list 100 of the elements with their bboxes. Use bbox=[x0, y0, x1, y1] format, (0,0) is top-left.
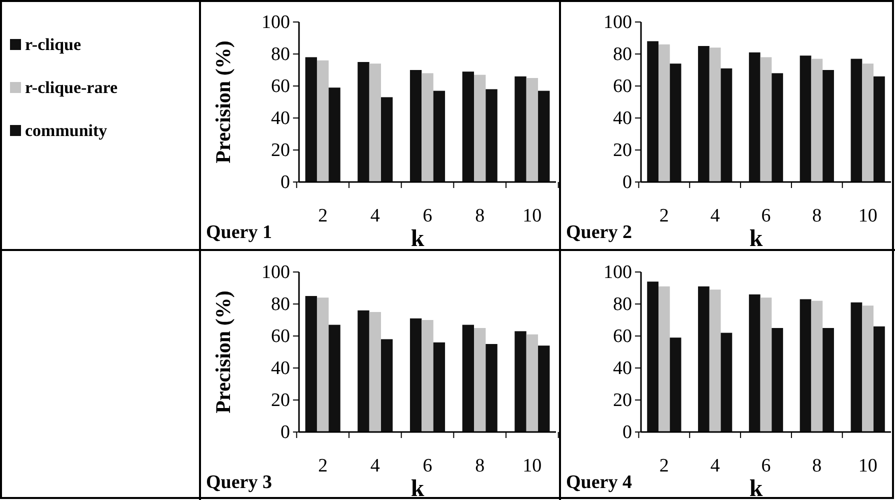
x-tick-label: 2 bbox=[318, 455, 328, 476]
bar bbox=[369, 64, 382, 182]
x-tick-label: 10 bbox=[522, 455, 542, 476]
y-tick-label: 40 bbox=[613, 108, 632, 130]
bar bbox=[410, 70, 422, 182]
x-tick-label: 4 bbox=[370, 455, 380, 476]
x-axis-title: k bbox=[749, 476, 764, 500]
y-tick-label: 0 bbox=[622, 422, 632, 444]
y-axis-title: Precision (%) bbox=[211, 40, 235, 164]
bar bbox=[772, 73, 784, 182]
bar bbox=[328, 88, 340, 182]
y-tick-label: 20 bbox=[271, 390, 290, 412]
x-tick-label: 6 bbox=[761, 455, 771, 476]
bar bbox=[647, 282, 658, 432]
bar bbox=[670, 64, 682, 182]
bar bbox=[381, 97, 393, 182]
y-tick-label: 100 bbox=[604, 12, 632, 34]
y-tick-label: 60 bbox=[271, 76, 290, 98]
bar bbox=[410, 318, 422, 432]
bar bbox=[800, 299, 812, 432]
x-tick-label: 4 bbox=[370, 205, 380, 226]
y-tick-label: 80 bbox=[271, 294, 290, 316]
x-tick-label: 2 bbox=[659, 455, 669, 476]
bar bbox=[811, 300, 823, 432]
x-axis-title: k bbox=[749, 226, 764, 252]
y-tick-label: 80 bbox=[613, 294, 632, 316]
bar bbox=[486, 344, 498, 432]
legend-label: r-clique bbox=[25, 35, 82, 54]
x-tick-label: 10 bbox=[858, 455, 878, 476]
bar bbox=[874, 326, 885, 432]
text: Query 1 bbox=[206, 222, 272, 243]
x-tick-label: 6 bbox=[761, 205, 771, 226]
text: Query 2 bbox=[566, 222, 632, 243]
bar bbox=[698, 286, 710, 432]
bar bbox=[381, 339, 393, 432]
y-tick-label: 0 bbox=[622, 172, 632, 194]
x-tick-label: 10 bbox=[522, 205, 542, 226]
bar bbox=[514, 331, 526, 432]
y-tick-label: 40 bbox=[613, 358, 632, 380]
y-tick-label: 20 bbox=[613, 140, 632, 162]
x-tick-label: 10 bbox=[858, 205, 878, 226]
bar bbox=[486, 89, 498, 182]
y-tick-label: 20 bbox=[613, 390, 632, 412]
bar bbox=[709, 290, 721, 432]
bar bbox=[822, 328, 834, 432]
bar bbox=[720, 332, 732, 432]
bar bbox=[698, 46, 710, 182]
x-tick-label: 8 bbox=[812, 455, 822, 476]
bar bbox=[760, 57, 772, 182]
bar bbox=[874, 76, 885, 182]
x-tick-label: 8 bbox=[475, 205, 485, 226]
x-tick-label: 8 bbox=[812, 205, 822, 226]
bar bbox=[526, 78, 538, 182]
y-tick-label: 80 bbox=[613, 44, 632, 66]
bar bbox=[474, 328, 486, 432]
bar bbox=[709, 48, 721, 182]
y-tick-label: 100 bbox=[262, 262, 290, 284]
bar bbox=[526, 334, 538, 432]
bar bbox=[850, 58, 862, 182]
bar bbox=[358, 62, 370, 182]
x-tick-label: 6 bbox=[422, 205, 432, 226]
x-tick-label: 8 bbox=[475, 455, 485, 476]
legend-label: community bbox=[25, 121, 108, 140]
x-tick-label: 4 bbox=[710, 205, 720, 226]
bar bbox=[316, 60, 329, 182]
bar bbox=[658, 44, 670, 182]
bar bbox=[850, 302, 862, 432]
y-tick-label: 0 bbox=[280, 172, 290, 194]
bar bbox=[772, 328, 784, 432]
bar bbox=[800, 56, 812, 182]
y-tick-label: 60 bbox=[613, 76, 632, 98]
bar bbox=[720, 68, 732, 182]
x-tick-label: 4 bbox=[710, 455, 720, 476]
text: Query 3 bbox=[206, 472, 272, 493]
bar bbox=[305, 57, 317, 182]
bar bbox=[538, 346, 550, 432]
bar bbox=[670, 338, 682, 432]
x-tick-label: 6 bbox=[422, 455, 432, 476]
bar bbox=[474, 74, 486, 182]
bar bbox=[538, 90, 550, 182]
bar bbox=[647, 41, 658, 182]
bar bbox=[822, 70, 834, 182]
bar bbox=[862, 64, 874, 182]
bar bbox=[328, 324, 340, 432]
bar bbox=[760, 298, 772, 432]
x-axis-title: k bbox=[410, 476, 425, 500]
bar bbox=[462, 72, 474, 182]
y-tick-label: 20 bbox=[271, 140, 290, 162]
y-tick-label: 80 bbox=[271, 44, 290, 66]
x-axis-title: k bbox=[410, 226, 425, 252]
y-tick-label: 0 bbox=[280, 422, 290, 444]
y-tick-label: 40 bbox=[271, 358, 290, 380]
bar bbox=[748, 52, 760, 182]
y-tick-label: 40 bbox=[271, 108, 290, 130]
bar bbox=[422, 320, 434, 432]
bar bbox=[316, 298, 329, 432]
x-tick-label: 2 bbox=[318, 205, 328, 226]
text: Query 4 bbox=[566, 472, 632, 493]
x-tick-label: 2 bbox=[659, 205, 669, 226]
legend-label: r-clique-rare bbox=[25, 78, 118, 97]
